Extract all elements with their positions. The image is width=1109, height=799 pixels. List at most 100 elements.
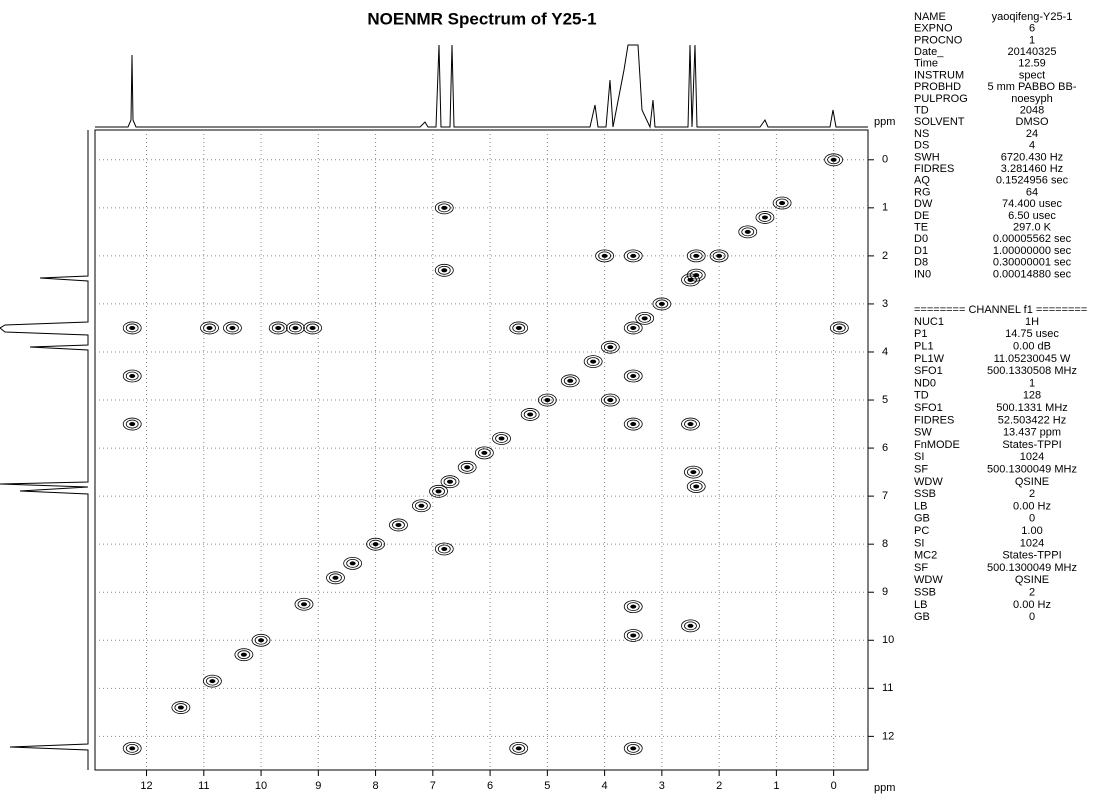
contour-ring (560, 374, 580, 388)
cross-peak (716, 253, 723, 258)
contour-ring (443, 477, 457, 487)
chart-title: NOENMR Spectrum of Y25-1 (367, 9, 596, 28)
param-value: 20140325 (1008, 46, 1057, 58)
param-value: 0 (1029, 513, 1035, 525)
contour-ring (824, 153, 844, 167)
cross-peak (779, 201, 786, 206)
contour-ring (626, 323, 640, 333)
param-value: 0.00014880 sec (993, 268, 1072, 280)
contour-ring (346, 558, 360, 568)
cross-peak (544, 398, 551, 403)
param-label: TE (914, 222, 928, 234)
cross-peak (300, 602, 307, 607)
contour-ring (512, 323, 526, 333)
contour-ring (623, 321, 643, 335)
cross-peak (395, 522, 402, 527)
contour-ring (294, 597, 314, 611)
param-value: 14.75 usec (1005, 328, 1059, 340)
contour-ring (343, 556, 363, 570)
contour-ring (251, 633, 271, 647)
param-value: 11.05230045 W (994, 353, 1071, 365)
cross-peak (601, 253, 608, 258)
contour-ring (223, 321, 242, 335)
contour-ring (603, 395, 617, 405)
cross-peak (607, 345, 614, 350)
contour-ring (366, 537, 385, 551)
contour-ring (492, 432, 511, 445)
param-label: MC2 (914, 550, 937, 562)
param-value: 74.400 usec (1002, 198, 1062, 210)
param-value: 0.00 Hz (1013, 500, 1051, 512)
contour-ring (586, 357, 600, 366)
param-label: SSB (914, 488, 936, 500)
x-tick-label: 7 (430, 780, 436, 792)
param-value: 128 (1023, 390, 1041, 402)
contour-ring (477, 448, 491, 458)
cross-peak (630, 253, 637, 258)
param-value: 6.50 usec (1008, 210, 1056, 222)
cross-peak (687, 623, 694, 628)
x-tick-label: 5 (544, 780, 550, 792)
cross-peak (630, 374, 637, 379)
param-value: spect (1019, 69, 1045, 81)
param-label: GB (914, 611, 930, 623)
contour-ring (686, 480, 706, 493)
left-projection (0, 130, 89, 770)
contour-ring (563, 376, 577, 386)
param-label: GB (914, 513, 930, 525)
param-label: FnMODE (914, 439, 960, 451)
contour-ring (689, 251, 703, 261)
contour-ring (595, 249, 615, 263)
contour-ring (440, 475, 460, 489)
contour-ring (684, 275, 697, 285)
param-value: 4 (1029, 140, 1035, 152)
contour-ring (171, 701, 191, 714)
cross-peak (292, 325, 299, 330)
contour-ring (460, 462, 474, 472)
param-value: 3.281460 Hz (1001, 163, 1063, 175)
contour-ring (623, 629, 643, 642)
contour-ring (686, 467, 700, 477)
cross-peak (607, 398, 614, 403)
contour-ring (635, 311, 655, 325)
param-value: 2048 (1020, 105, 1044, 117)
param-label: LB (914, 500, 927, 512)
contour-ring (537, 393, 557, 407)
contour-ring (457, 460, 477, 474)
param-label: NS (914, 128, 929, 140)
contour-ring (286, 321, 305, 335)
param-value: 2 (1029, 488, 1035, 500)
contour-ring (598, 251, 612, 261)
x-tick-label: 0 (831, 780, 837, 792)
param-label: SFO1 (914, 365, 943, 377)
contour-ring (125, 419, 139, 429)
x-tick-label: 2 (716, 780, 722, 792)
param-value: 0.30000001 sec (993, 257, 1072, 269)
param-value: 12.59 (1018, 58, 1046, 70)
contour-ring (174, 703, 188, 712)
x-tick-label: 6 (487, 780, 493, 792)
cross-peak (240, 652, 247, 657)
param-value: 1.00 (1021, 525, 1042, 537)
param-label: SOLVENT (914, 116, 965, 128)
contour-ring (600, 340, 620, 354)
contour-ring (122, 369, 142, 383)
top-projection (95, 44, 868, 129)
y-axis-label: ppm (874, 782, 895, 794)
cross-peak (275, 325, 282, 330)
contour-ring (226, 323, 239, 333)
cross-peak (515, 746, 522, 751)
param-label: RG (914, 186, 931, 198)
param-value: States-TPPI (1002, 550, 1061, 562)
cross-peak (177, 705, 184, 710)
param-value: 500.1331 MHz (996, 402, 1068, 414)
param-label: PULPROG (914, 93, 968, 105)
cross-peak (836, 325, 843, 330)
contour-ring (203, 323, 216, 333)
contour-ring (303, 321, 322, 335)
param-label: Date_ (914, 46, 944, 58)
cross-peak (129, 746, 136, 751)
contour-ring (495, 434, 508, 443)
param-label: PL1 (914, 341, 934, 353)
cross-peak (527, 412, 534, 417)
